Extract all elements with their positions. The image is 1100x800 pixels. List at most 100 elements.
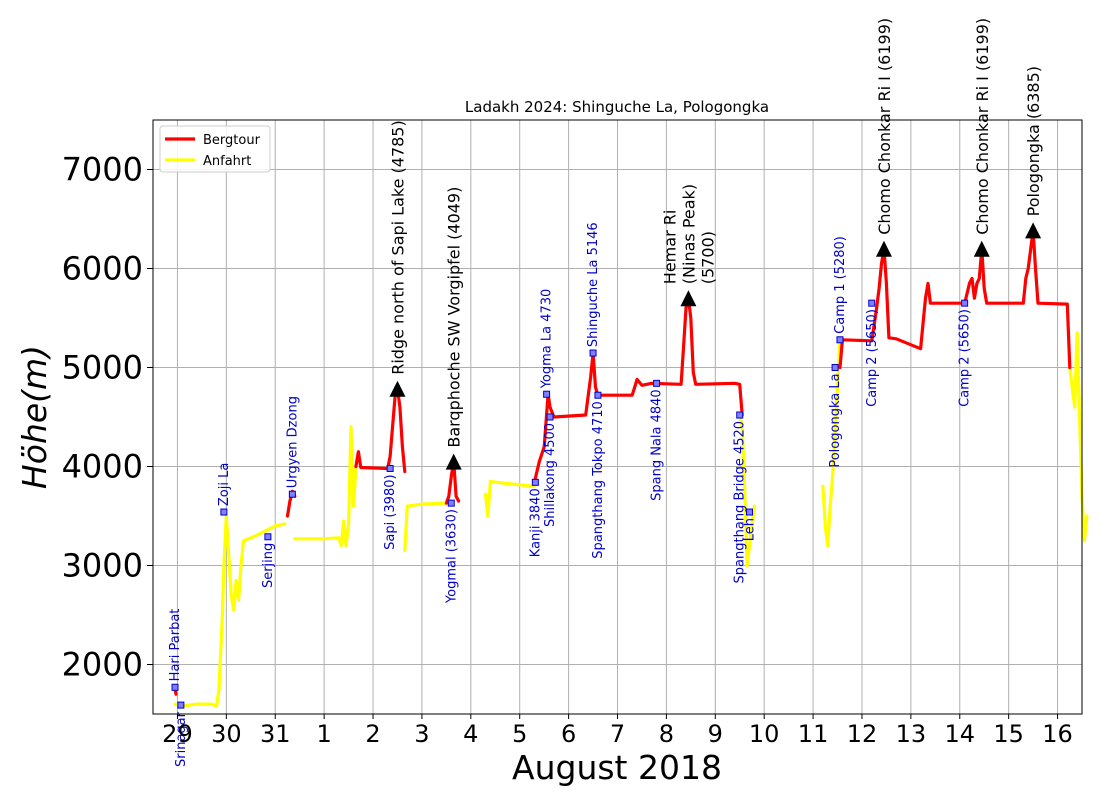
x-tick-label: 11 [798, 720, 829, 748]
x-tick-label: 31 [260, 720, 291, 748]
waypoint-label: Shillakong 4500 [543, 423, 558, 527]
legend-entry: Bergtour [203, 133, 261, 148]
waypoint-label: Kanji 3840 [528, 488, 543, 557]
waypoint-marker [831, 364, 839, 371]
waypoint-marker [386, 464, 394, 472]
legend: Bergtour Anfahrt [159, 125, 271, 173]
x-tick-label: 10 [749, 720, 780, 748]
peak-label: (5700) [698, 231, 717, 284]
x-tick-label: 1 [316, 720, 331, 748]
x-tick-label: 8 [659, 720, 674, 748]
y-tick-label: 2000 [62, 646, 143, 684]
waypoint-label: Pologongka La [828, 373, 843, 467]
waypoint-marker [546, 413, 554, 421]
peak-label: Pologongka (6385) [1024, 66, 1043, 216]
waypoint-marker [264, 533, 272, 541]
x-axis-ticks: 29 30 31 1 2 3 4 5 6 7 8 9 10 11 12 13 14 15 16 [162, 714, 1073, 748]
waypoint-marker [288, 490, 296, 498]
peak-marker [1025, 222, 1042, 239]
x-tick-label: 30 [211, 720, 242, 748]
waypoint-label: Yogmal (3630) [444, 509, 459, 604]
waypoint-marker [589, 349, 597, 357]
waypoint-label: Leh [743, 518, 758, 541]
grid [153, 120, 1082, 714]
x-tick-label: 29 [162, 720, 193, 748]
x-tick-label: 7 [610, 720, 625, 748]
waypoint-marker [961, 299, 969, 307]
y-tick-label: 7000 [62, 151, 143, 189]
waypoint-label: Urgyen Dzong [285, 396, 300, 488]
y-tick-label: 5000 [62, 349, 143, 387]
waypoint-label: Sapi (3980) [383, 474, 398, 549]
waypoint-marker [594, 391, 602, 399]
waypoint-label: Spangthang Bridge 4520 [733, 421, 748, 583]
x-tick-label: 5 [512, 720, 527, 748]
peak-label: (Ninas Peak) [679, 184, 698, 284]
x-tick-label: 3 [414, 720, 429, 748]
waypoint-marker [177, 701, 185, 709]
peak-label: Barqphoche SW Vorgipfel (4049) [445, 187, 464, 448]
waypoint-marker [543, 390, 551, 398]
waypoint-marker [746, 508, 754, 516]
x-tick-label: 2 [365, 720, 380, 748]
y-tick-label: 3000 [62, 547, 143, 585]
series-line-anfahrt [821, 336, 842, 548]
x-tick-label: 14 [944, 720, 975, 748]
chart-title: Ladakh 2024: Shinguche La, Pologongka [465, 98, 769, 116]
peak-marker [973, 240, 990, 257]
waypoint-marker [531, 478, 539, 486]
y-axis-ticks: 2000 3000 4000 5000 6000 7000 [62, 151, 153, 684]
peak-label: Ridge north of Sapi Lake (4785) [388, 120, 407, 375]
peak-marker [875, 240, 892, 257]
series-line-anfahrt [483, 479, 536, 518]
waypoint-label: Hari Parbat [168, 609, 183, 682]
x-tick-label: 16 [1042, 720, 1073, 748]
peak-marker [680, 290, 697, 307]
waypoint-label: Serjing [261, 543, 276, 588]
waypoint-marker [653, 379, 661, 387]
x-tick-label: 13 [896, 720, 927, 748]
y-tick-label: 4000 [62, 448, 143, 486]
series-line-anfahrt [293, 425, 358, 548]
waypoint-label: Camp 2 (5650) [958, 309, 973, 407]
waypoints: Srinagar Hari Parbat Zoji La Serjing Urgyen … [168, 222, 973, 767]
waypoint-label: Zoji La [217, 463, 232, 506]
y-tick-label: 6000 [62, 250, 143, 288]
series-line-bergtour [532, 296, 744, 484]
series-line-anfahrt [1068, 331, 1089, 543]
series-lines [173, 228, 1089, 708]
waypoint-label: Camp 1 (5280) [833, 236, 848, 334]
x-tick-label: 9 [708, 720, 723, 748]
waypoint-label: Yogma La 4730 [540, 289, 555, 390]
waypoint-marker [836, 336, 844, 344]
waypoint-label: Camp 2 (5650) [865, 309, 880, 407]
waypoint-label: Spangthang Tokpo 4710 [591, 401, 606, 559]
waypoint-label: Srinagar [174, 711, 189, 767]
waypoint-marker [868, 299, 876, 307]
waypoint-marker [171, 683, 179, 691]
y-axis-label: Höhe(m) [15, 345, 54, 489]
series-line-bergtour [838, 228, 1072, 370]
peak-label: Hemar Ri [660, 210, 679, 285]
waypoint-marker [736, 411, 744, 419]
x-tick-label: 12 [847, 720, 878, 748]
peak-marker [389, 380, 406, 397]
waypoint-marker [220, 508, 228, 516]
legend-entry: Anfahrt [203, 154, 251, 169]
waypoint-label: Spang Nala 4840 [650, 389, 665, 501]
x-tick-label: 6 [561, 720, 576, 748]
x-axis-label: August 2018 [512, 748, 722, 787]
series-line-bergtour [354, 387, 407, 474]
series-line-anfahrt [173, 514, 287, 708]
series-line-anfahrt [403, 501, 448, 553]
waypoint-marker [447, 499, 455, 507]
peaks: Ridge north of Sapi Lake (4785) Barqphoch… [388, 18, 1043, 470]
peak-label: Chomo Chonkar Ri I (6199) [973, 18, 992, 235]
peak-label: Chomo Chonkar Ri I (6199) [875, 18, 894, 235]
peak-marker [445, 453, 462, 470]
series-line-anfahrt [738, 413, 756, 568]
x-tick-label: 4 [463, 720, 478, 748]
waypoint-label: Shinguche La 5146 [586, 222, 601, 347]
x-tick-label: 15 [993, 720, 1024, 748]
